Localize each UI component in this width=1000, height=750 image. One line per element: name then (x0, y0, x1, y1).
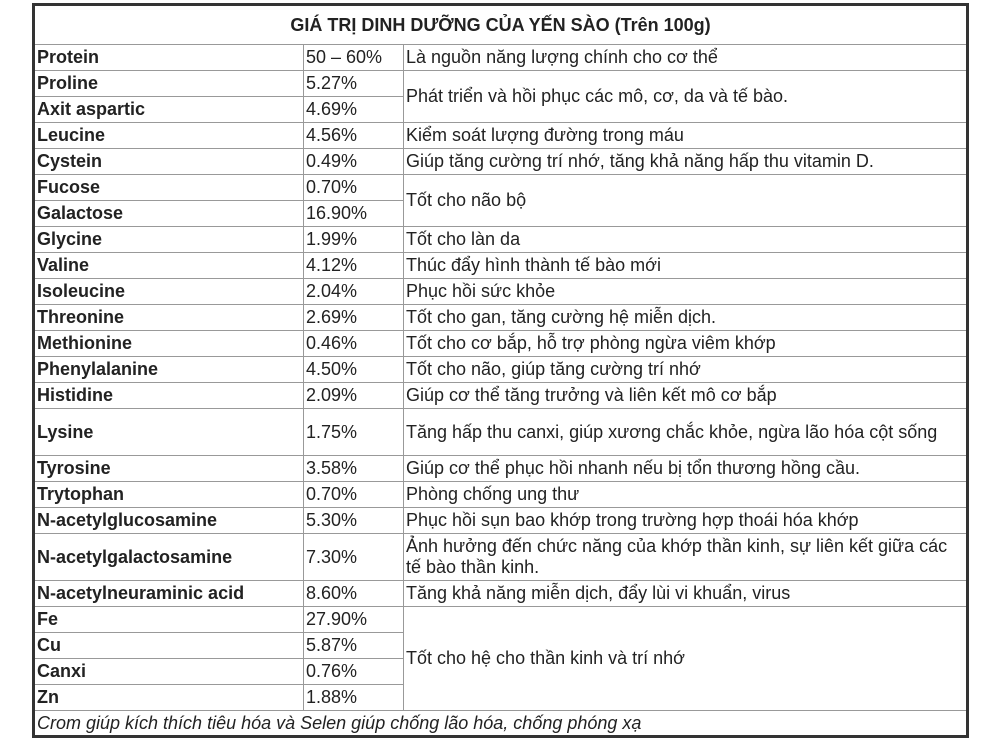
nutrient-benefit: Tốt cho não, giúp tăng cường trí nhớ (403, 356, 968, 383)
table-row: Isoleucine 2.04% Phục hồi sức khỏe (33, 278, 968, 305)
nutrient-value: 4.69% (303, 96, 404, 123)
nutrient-value: 0.46% (303, 330, 404, 357)
nutrient-benefit: Phục hồi sụn bao khớp trong trường hợp t… (403, 507, 968, 534)
nutrient-benefit: Phòng chống ung thư (403, 481, 968, 508)
nutrient-benefit: Là nguồn năng lượng chính cho cơ thể (403, 44, 968, 71)
nutrient-benefit: Tốt cho gan, tăng cường hệ miễn dịch. (403, 304, 968, 331)
nutrient-value: 4.56% (303, 122, 404, 149)
nutrient-value: 4.12% (303, 252, 404, 279)
nutrient-benefit: Phát triển và hồi phục các mô, cơ, da và… (403, 70, 968, 123)
nutrient-benefit: Tăng khả năng miễn dịch, đẩy lùi vi khuẩ… (403, 580, 968, 607)
nutrient-value: 0.70% (303, 174, 404, 201)
nutrient-name: Phenylalanine (33, 356, 304, 383)
nutrient-name: N-acetylneuraminic acid (33, 580, 304, 607)
table-row: Tyrosine 3.58% Giúp cơ thể phục hồi nhanh … (33, 455, 968, 482)
table-row: Threonine 2.69% Tốt cho gan, tăng cường hệ… (33, 304, 968, 331)
nutrient-value: 8.60% (303, 580, 404, 607)
nutrient-benefit: Giúp cơ thể phục hồi nhanh nếu bị tổn th… (403, 455, 968, 482)
nutrient-name: Tyrosine (33, 455, 304, 482)
nutrient-value: 2.69% (303, 304, 404, 331)
nutrition-table: GIÁ TRỊ DINH DƯỠNG CỦA YẾN SÀO (Trên 100… (32, 3, 969, 738)
nutrient-value: 1.75% (303, 408, 404, 456)
nutrient-name: Proline (33, 70, 304, 97)
nutrient-value: 5.27% (303, 70, 404, 97)
nutrient-benefit: Tốt cho làn da (403, 226, 968, 253)
table-row: Lysine 1.75% Tăng hấp thu canxi, giúp xươn… (33, 408, 968, 456)
nutrient-benefit: Tốt cho não bộ (403, 174, 968, 227)
table-row: Trytophan 0.70% Phòng chống ung thư (33, 481, 968, 508)
table-footer-note: Crom giúp kích thích tiêu hóa và Selen g… (33, 710, 968, 737)
nutrient-benefit: Ảnh hưởng đến chức năng của khớp thần ki… (403, 533, 968, 581)
table-row: Phenylalanine 4.50% Tốt cho não, giúp tăng… (33, 356, 968, 383)
nutrient-benefit: Tốt cho cơ bắp, hỗ trợ phòng ngừa viêm k… (403, 330, 968, 357)
table-row: Histidine 2.09% Giúp cơ thể tăng trưởng và… (33, 382, 968, 409)
nutrient-name: Axit aspartic (33, 96, 304, 123)
nutrient-name: Histidine (33, 382, 304, 409)
table-row: Proline 5.27% Phát triển và hồi phục các m… (33, 70, 968, 123)
table-row: Glycine 1.99% Tốt cho làn da (33, 226, 968, 253)
nutrient-value: 1.99% (303, 226, 404, 253)
nutrient-value: 0.76% (303, 658, 404, 685)
nutrient-value: 7.30% (303, 533, 404, 581)
table-row: Canxi 0.76% (33, 658, 968, 685)
table-title: GIÁ TRỊ DINH DƯỠNG CỦA YẾN SÀO (Trên 100… (33, 4, 968, 45)
table-row: Axit aspartic 4.69% (33, 96, 968, 123)
nutrient-name: Protein (33, 44, 304, 71)
nutrient-name: Zn (33, 684, 304, 711)
table-row: Methionine 0.46% Tốt cho cơ bắp, hỗ trợ ph… (33, 330, 968, 357)
nutrient-name: Fucose (33, 174, 304, 201)
nutrient-name: Cystein (33, 148, 304, 175)
nutrient-value: 5.87% (303, 632, 404, 659)
table-row: Fe 27.90% Tốt cho hệ cho thần kinh và trí … (33, 606, 968, 711)
nutrient-value: 3.58% (303, 455, 404, 482)
table-row: Cu 5.87% (33, 632, 968, 659)
nutrient-name: Glycine (33, 226, 304, 253)
nutrient-name: Valine (33, 252, 304, 279)
nutrient-name: Trytophan (33, 481, 304, 508)
nutrient-value: 27.90% (303, 606, 404, 633)
table-row: N-acetylneuraminic acid 8.60% Tăng khả năn… (33, 580, 968, 607)
nutrient-name: Canxi (33, 658, 304, 685)
table-row: N-acetylglucosamine 5.30% Phục hồi sụn bao… (33, 507, 968, 534)
nutrient-benefit: Kiểm soát lượng đường trong máu (403, 122, 968, 149)
nutrient-name: Cu (33, 632, 304, 659)
table-row: N-acetylgalactosamine 7.30% Ảnh hưởng đến … (33, 533, 968, 581)
table-row: Cystein 0.49% Giúp tăng cường trí nhớ, tăn… (33, 148, 968, 175)
nutrient-value: 0.49% (303, 148, 404, 175)
nutrient-value: 2.09% (303, 382, 404, 409)
table-row: Fucose 0.70% Tốt cho não bộ (33, 174, 968, 227)
nutrient-value: 1.88% (303, 684, 404, 711)
nutrient-value: 16.90% (303, 200, 404, 227)
nutrient-name: Isoleucine (33, 278, 304, 305)
nutrient-value: 50 – 60% (303, 44, 404, 71)
nutrient-name: N-acetylglucosamine (33, 507, 304, 534)
nutrient-benefit: Thúc đẩy hình thành tế bào mới (403, 252, 968, 279)
table-row: Valine 4.12% Thúc đẩy hình thành tế bào mớ… (33, 252, 968, 279)
nutrient-name: Threonine (33, 304, 304, 331)
nutrient-value: 0.70% (303, 481, 404, 508)
nutrient-name: Fe (33, 606, 304, 633)
nutrient-benefit: Phục hồi sức khỏe (403, 278, 968, 305)
nutrient-value: 2.04% (303, 278, 404, 305)
nutrient-name: Methionine (33, 330, 304, 357)
table-row: Protein 50 – 60% Là nguồn năng lượng chính… (33, 44, 968, 71)
nutrient-benefit: Tăng hấp thu canxi, giúp xương chắc khỏe… (403, 408, 968, 456)
nutrient-benefit: Tốt cho hệ cho thần kinh và trí nhớ (403, 606, 968, 711)
nutrient-benefit: Giúp cơ thể tăng trưởng và liên kết mô c… (403, 382, 968, 409)
nutrient-value: 4.50% (303, 356, 404, 383)
nutrient-benefit: Giúp tăng cường trí nhớ, tăng khả năng h… (403, 148, 968, 175)
nutrient-name: Lysine (33, 408, 304, 456)
table-row: Leucine 4.56% Kiểm soát lượng đường trong … (33, 122, 968, 149)
nutrient-name: Leucine (33, 122, 304, 149)
nutrient-name: Galactose (33, 200, 304, 227)
nutrient-name: N-acetylgalactosamine (33, 533, 304, 581)
table-row: Zn 1.88% (33, 684, 968, 711)
nutrient-value: 5.30% (303, 507, 404, 534)
